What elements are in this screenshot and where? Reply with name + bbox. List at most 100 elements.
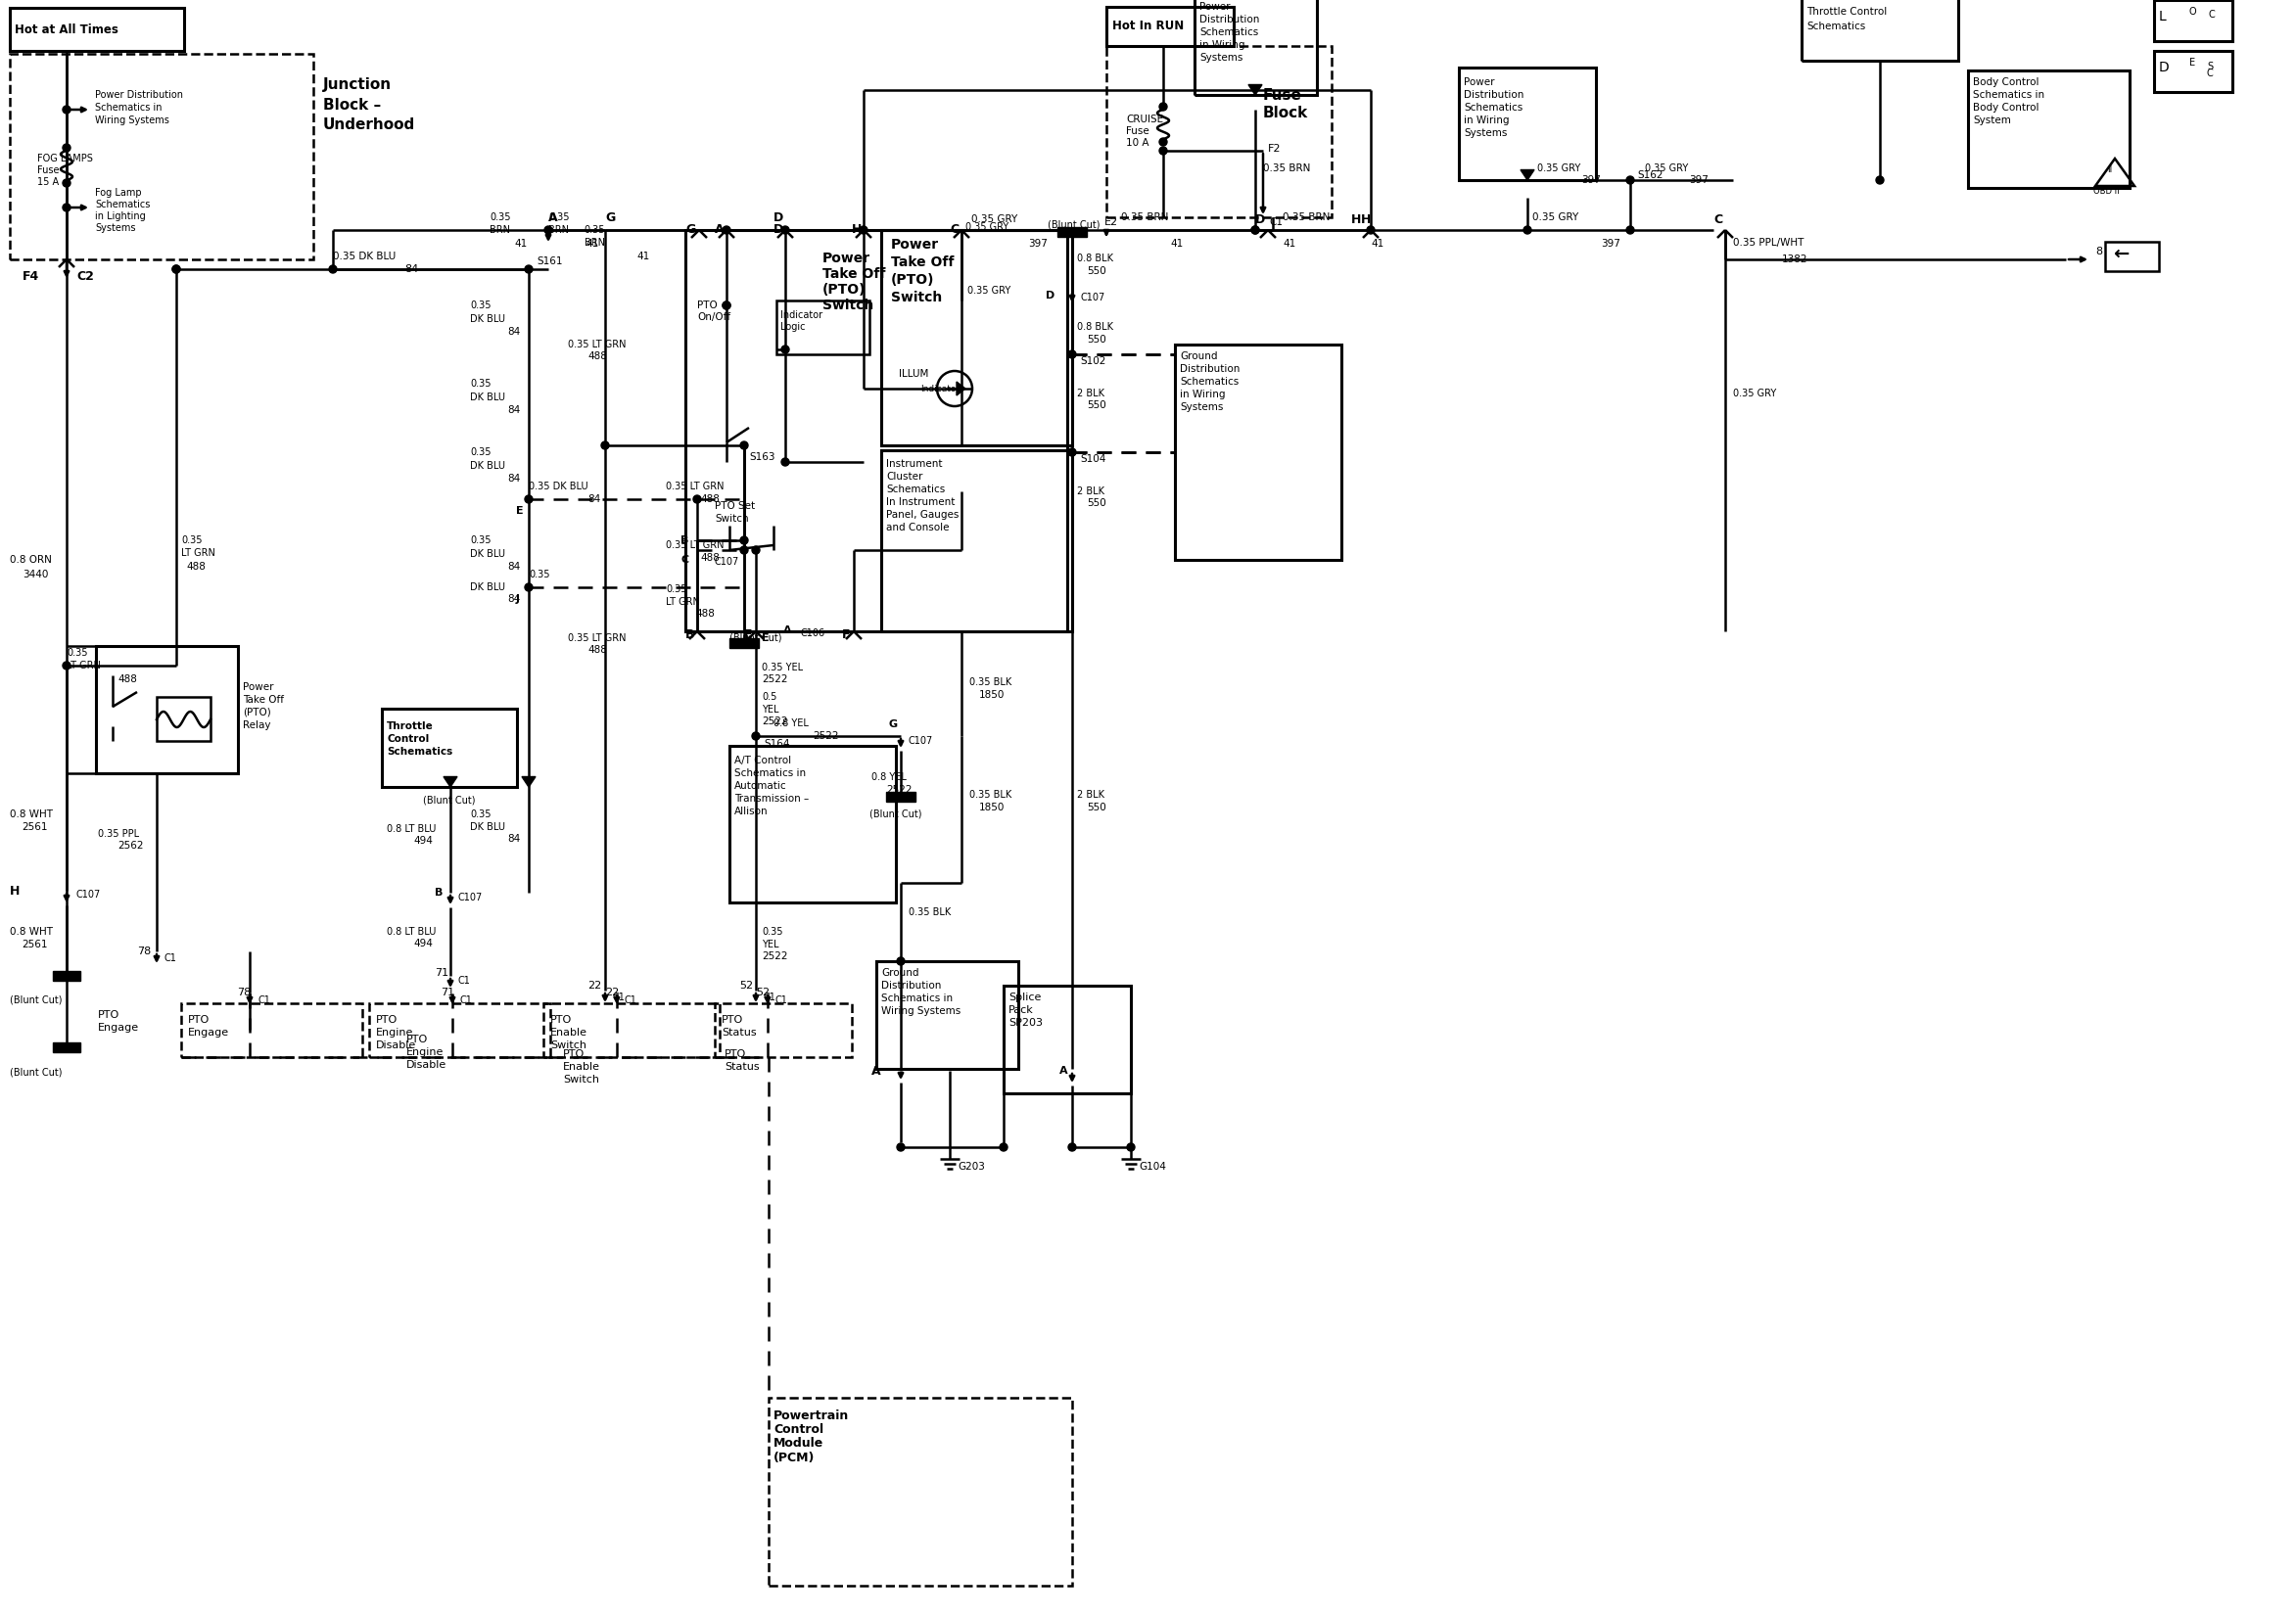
Text: 52: 52 <box>755 988 769 998</box>
Text: 0.35 LT GRN: 0.35 LT GRN <box>567 340 627 349</box>
Bar <box>2154 0 2232 40</box>
Text: Powertrain: Powertrain <box>774 1410 850 1423</box>
Text: G: G <box>889 720 898 729</box>
Circle shape <box>1127 1143 1134 1151</box>
Bar <box>2154 50 2232 92</box>
Text: C: C <box>2209 10 2213 19</box>
Bar <box>1194 0 1318 95</box>
Text: (Blunt Cut): (Blunt Cut) <box>9 996 62 1006</box>
Text: 0.35: 0.35 <box>528 569 549 579</box>
Text: (Blunt Cut): (Blunt Cut) <box>422 796 475 805</box>
Text: C107: C107 <box>1079 293 1104 302</box>
Text: 1850: 1850 <box>978 802 1006 812</box>
Text: 84: 84 <box>507 474 521 483</box>
Text: D: D <box>774 210 783 223</box>
Text: 0.8 BLK: 0.8 BLK <box>1077 322 1114 331</box>
Text: 0.35 LT GRN: 0.35 LT GRN <box>666 482 723 492</box>
Text: 15 A: 15 A <box>37 178 60 188</box>
Text: 0.35 GRY: 0.35 GRY <box>1538 163 1580 173</box>
Circle shape <box>544 226 553 234</box>
Text: 0.35 BRN: 0.35 BRN <box>1283 212 1329 222</box>
Text: Instrument: Instrument <box>886 459 941 469</box>
Text: 41: 41 <box>585 239 599 249</box>
Text: F4: F4 <box>23 270 39 283</box>
Text: C1: C1 <box>165 954 177 964</box>
Text: 84: 84 <box>507 327 521 336</box>
Text: H: H <box>852 223 861 236</box>
Text: 41: 41 <box>514 239 528 249</box>
Text: Power: Power <box>243 682 273 692</box>
Text: Automatic: Automatic <box>735 781 788 791</box>
Text: (PTO): (PTO) <box>243 708 271 718</box>
Text: Control: Control <box>774 1423 824 1436</box>
Circle shape <box>859 226 868 234</box>
Text: (Blunt Cut): (Blunt Cut) <box>870 810 921 820</box>
Text: Power Distribution: Power Distribution <box>94 91 184 100</box>
Circle shape <box>1068 448 1077 456</box>
Text: Switch: Switch <box>563 1075 599 1085</box>
Circle shape <box>526 265 533 273</box>
Text: Control: Control <box>386 734 429 744</box>
Text: Indicator: Indicator <box>781 310 822 320</box>
Text: 0.35: 0.35 <box>583 225 606 234</box>
Text: S104: S104 <box>1079 454 1107 464</box>
Text: Hot In RUN: Hot In RUN <box>1111 19 1185 32</box>
Text: in Wiring: in Wiring <box>1199 40 1244 50</box>
Text: Junction: Junction <box>324 78 393 92</box>
Text: C: C <box>951 223 960 236</box>
Circle shape <box>172 265 179 273</box>
Bar <box>544 1003 719 1058</box>
Text: H: H <box>1350 213 1362 226</box>
Text: 22: 22 <box>588 982 602 991</box>
Text: Fuse: Fuse <box>1125 126 1150 136</box>
Text: 550: 550 <box>1086 802 1107 812</box>
Bar <box>1458 68 1596 179</box>
Text: Systems: Systems <box>94 223 135 233</box>
Text: 488: 488 <box>700 495 719 505</box>
Text: 84: 84 <box>404 264 418 273</box>
Text: 0.35: 0.35 <box>471 378 491 388</box>
Text: 2561: 2561 <box>21 821 48 833</box>
Text: OBD II: OBD II <box>2094 188 2119 196</box>
Text: Schematics: Schematics <box>1465 103 1522 113</box>
Text: Throttle: Throttle <box>386 721 434 731</box>
Text: Logic: Logic <box>781 322 806 331</box>
Text: Enable: Enable <box>551 1028 588 1038</box>
Text: Schematics: Schematics <box>94 199 149 210</box>
Text: ILLUM: ILLUM <box>898 369 928 378</box>
Text: (Blunt Cut): (Blunt Cut) <box>1047 220 1100 230</box>
Text: 0.35: 0.35 <box>666 584 687 593</box>
Text: 0.5: 0.5 <box>762 692 776 702</box>
Text: C: C <box>1713 213 1722 226</box>
Text: D: D <box>1256 213 1265 226</box>
Text: 0.35 PPL: 0.35 PPL <box>99 830 140 839</box>
Bar <box>1968 71 2131 188</box>
Text: 0.8 LT BLU: 0.8 LT BLU <box>386 825 436 834</box>
Text: 78: 78 <box>138 946 152 956</box>
Text: Schematics in: Schematics in <box>1972 91 2043 100</box>
Text: Ground: Ground <box>882 969 918 978</box>
Text: J: J <box>517 593 519 603</box>
Circle shape <box>753 547 760 555</box>
Polygon shape <box>957 382 964 396</box>
Text: C1: C1 <box>459 996 473 1006</box>
Text: E2: E2 <box>1104 217 1118 226</box>
Text: Schematics: Schematics <box>1807 21 1864 31</box>
Text: Power: Power <box>1199 2 1231 11</box>
Text: PTO: PTO <box>721 1015 744 1025</box>
Text: YEL: YEL <box>762 939 778 949</box>
Text: 2522: 2522 <box>762 716 788 726</box>
Text: D: D <box>774 223 783 236</box>
Text: 84: 84 <box>507 561 521 572</box>
Text: Switch: Switch <box>551 1040 585 1051</box>
Bar <box>1107 45 1332 217</box>
Text: in Lighting: in Lighting <box>94 212 145 222</box>
Text: Systems: Systems <box>1199 53 1242 63</box>
Text: C1: C1 <box>613 993 625 1003</box>
Text: BRN: BRN <box>585 238 606 247</box>
Text: Panel, Gauges: Panel, Gauges <box>886 509 960 519</box>
Bar <box>769 1397 1072 1586</box>
Bar <box>9 8 184 50</box>
Circle shape <box>62 144 71 152</box>
Text: 3440: 3440 <box>23 569 48 579</box>
